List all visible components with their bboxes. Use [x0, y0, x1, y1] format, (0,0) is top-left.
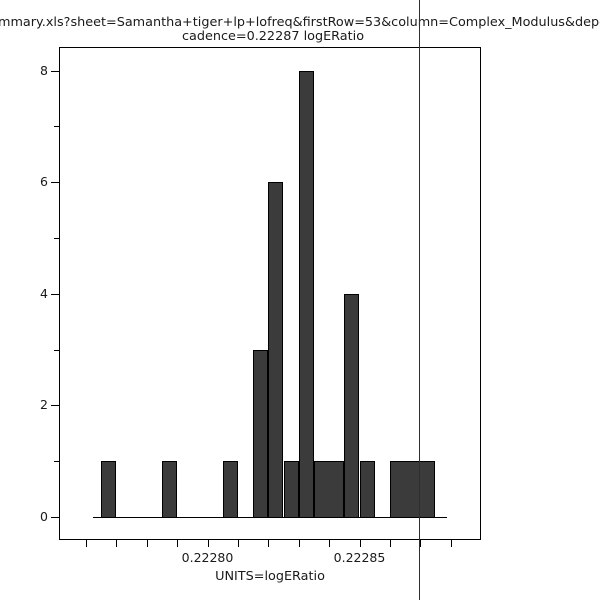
histogram-baseline	[93, 517, 447, 518]
x-axis-tick-label: 0.22280	[181, 550, 234, 565]
x-axis-tick	[389, 540, 391, 547]
y-axis-tick-label: 8	[40, 62, 48, 78]
x-axis-tick	[177, 540, 179, 547]
chart-title-line1: mmary.xls?sheet=Samantha+tiger+lp+lofreq…	[0, 15, 600, 30]
histogram-bar	[298, 70, 314, 518]
x-axis-tick	[207, 540, 209, 547]
x-axis-tick	[237, 540, 239, 547]
histogram-bar	[161, 461, 178, 518]
x-axis-tick	[85, 540, 87, 547]
y-axis-minor-tick	[54, 461, 59, 463]
histogram-bar	[222, 461, 238, 518]
y-axis-tick-label: 6	[40, 174, 48, 190]
x-axis-tick	[146, 540, 148, 547]
x-axis-tick	[359, 540, 361, 547]
y-axis-major-tick	[51, 182, 59, 184]
cadence-marker-line	[419, 0, 420, 600]
histogram-bar	[344, 293, 360, 518]
y-axis-minor-tick	[54, 238, 59, 239]
histogram-bar	[101, 461, 117, 518]
x-axis-tick	[420, 540, 422, 547]
x-axis-tick	[329, 540, 331, 547]
y-axis-minor-tick	[54, 126, 59, 128]
histogram-bar	[253, 349, 269, 518]
y-axis-tick-label: 0	[40, 509, 48, 524]
y-axis-tick-label: 4	[40, 285, 48, 301]
x-axis-tick-label: 0.22285	[333, 550, 386, 565]
histogram-bar	[313, 461, 345, 518]
y-axis-tick-label: 2	[40, 397, 48, 413]
y-axis-minor-tick	[54, 349, 59, 351]
y-axis-major-tick	[51, 405, 59, 407]
x-axis-tick	[450, 540, 452, 547]
chart-title-line2: cadence=0.22287 logERatio	[181, 29, 365, 44]
y-axis-major-tick	[51, 293, 59, 295]
histogram-bar	[359, 461, 375, 518]
histogram-bar	[283, 461, 299, 518]
x-axis-tick	[268, 540, 270, 547]
x-axis-title: UNITS=logERatio	[215, 569, 325, 584]
x-axis-tick	[298, 540, 300, 547]
y-axis-major-tick	[51, 70, 59, 72]
histogram-bar	[389, 461, 436, 518]
x-axis-tick	[116, 540, 118, 547]
histogram-bar	[268, 182, 284, 518]
y-axis-major-tick	[51, 517, 59, 518]
